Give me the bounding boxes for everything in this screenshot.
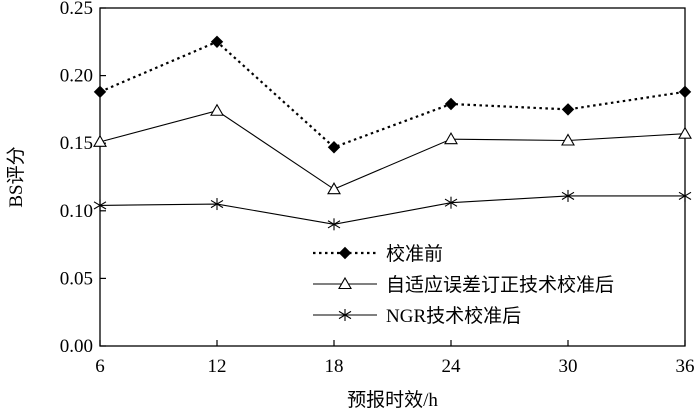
series-line [99, 40, 686, 149]
x-tick-label: 12 [208, 356, 227, 377]
data-point [561, 189, 575, 202]
series-line [99, 110, 686, 190]
data-point [444, 196, 458, 209]
legend-item: NGR技术校准后 [313, 305, 521, 327]
series-3 [93, 189, 692, 231]
data-point [561, 133, 575, 146]
data-point [210, 198, 224, 211]
data-point [444, 132, 458, 145]
plot-frame [99, 7, 686, 347]
data-point [338, 246, 352, 260]
x-tick-label: 6 [95, 356, 105, 377]
y-tick-label: 0.00 [60, 336, 93, 357]
chart-series [93, 35, 692, 231]
legend-item: 校准前 [313, 243, 443, 265]
y-tick-label: 0.25 [60, 0, 93, 19]
data-point [327, 141, 341, 154]
data-point [444, 97, 458, 111]
series-1 [93, 35, 692, 154]
data-point [678, 126, 692, 139]
x-tick-label: 30 [559, 356, 578, 377]
data-point [210, 35, 224, 49]
chart-axes: 0.00 0.05 0.10 0.15 0.20 0.25 6 12 18 24 30 36 [60, 0, 695, 377]
x-axis-label: 预报时效/h [347, 389, 438, 411]
x-tick-label: 36 [676, 356, 695, 377]
y-tick-label: 0.20 [60, 66, 93, 87]
legend-label: 校准前 [386, 243, 443, 265]
x-tick-label: 24 [442, 356, 462, 377]
data-point [678, 189, 692, 202]
legend-label: NGR技术校准后 [386, 305, 521, 327]
series-2 [93, 103, 692, 195]
data-point [338, 276, 352, 290]
data-point [93, 85, 107, 99]
data-point [327, 182, 341, 195]
data-point [338, 309, 352, 321]
data-point [561, 103, 575, 116]
y-tick-label: 0.15 [60, 133, 93, 154]
series-line [99, 195, 685, 225]
data-point [327, 218, 341, 231]
y-axis-label: BS评分 [5, 146, 27, 207]
y-tick-label: 0.10 [60, 201, 93, 222]
data-point [210, 103, 224, 116]
y-tick-label: 0.05 [60, 268, 93, 289]
x-tick-label: 18 [325, 356, 344, 377]
legend-item: 自适应误差订正技术校准后 [313, 274, 614, 296]
data-point [93, 134, 107, 147]
legend-label: 自适应误差订正技术校准后 [386, 274, 614, 296]
data-point [93, 199, 107, 212]
data-point [678, 85, 692, 99]
